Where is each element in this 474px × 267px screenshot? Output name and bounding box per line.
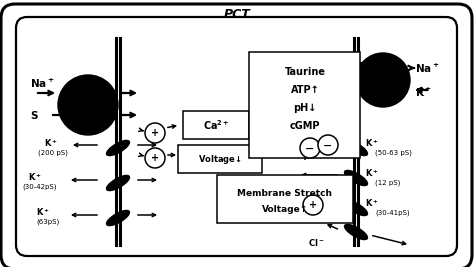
Ellipse shape: [107, 175, 129, 191]
Text: pH↓: pH↓: [293, 103, 317, 113]
Text: $\mathbf{K^+}$: $\mathbf{K^+}$: [365, 137, 379, 149]
Text: $\mathbf{Voltage}$↓: $\mathbf{Voltage}$↓: [198, 152, 242, 166]
Text: $\mathbf{K^+}$: $\mathbf{K^+}$: [365, 167, 379, 179]
Text: $\mathbf{Ca^{2+}}$: $\mathbf{Ca^{2+}}$: [202, 118, 229, 132]
Circle shape: [58, 75, 118, 135]
Circle shape: [145, 123, 165, 143]
Text: $\mathbf{K^+}$: $\mathbf{K^+}$: [28, 171, 42, 183]
Text: $\mathbf{K^+}$: $\mathbf{K^+}$: [36, 206, 50, 218]
Text: ATP↑: ATP↑: [291, 85, 319, 95]
Text: (63pS): (63pS): [36, 219, 59, 225]
Text: cGMP: cGMP: [290, 121, 320, 131]
FancyBboxPatch shape: [16, 17, 457, 256]
FancyBboxPatch shape: [183, 111, 249, 139]
Text: +: +: [309, 200, 317, 210]
Text: Voltage↑: Voltage↑: [262, 205, 308, 214]
Text: $\mathbf{Na^+}$: $\mathbf{Na^+}$: [415, 61, 439, 74]
FancyBboxPatch shape: [217, 175, 353, 223]
Text: (200 pS): (200 pS): [38, 150, 68, 156]
Circle shape: [300, 138, 320, 158]
Ellipse shape: [345, 201, 367, 215]
FancyBboxPatch shape: [1, 4, 472, 267]
Ellipse shape: [107, 210, 129, 226]
Text: −: −: [323, 141, 333, 151]
Ellipse shape: [345, 170, 367, 186]
Text: $\mathbf{K^+}$: $\mathbf{K^+}$: [365, 197, 379, 209]
Text: PCT: PCT: [224, 8, 250, 21]
Text: +: +: [151, 153, 159, 163]
Text: $\mathbf{S}$: $\mathbf{S}$: [29, 109, 38, 121]
Text: −: −: [305, 144, 315, 154]
Text: Membrane Stretch: Membrane Stretch: [237, 189, 332, 198]
Text: Taurine: Taurine: [284, 67, 326, 77]
Ellipse shape: [345, 140, 367, 156]
Text: (12 pS): (12 pS): [375, 180, 401, 186]
Circle shape: [303, 195, 323, 215]
Text: $\mathbf{K^+}$: $\mathbf{K^+}$: [415, 85, 432, 99]
Circle shape: [356, 53, 410, 107]
Text: $\mathbf{Cl^-}$: $\mathbf{Cl^-}$: [308, 237, 325, 248]
Ellipse shape: [345, 225, 367, 239]
Ellipse shape: [107, 140, 129, 156]
Text: (30-41pS): (30-41pS): [375, 210, 410, 216]
FancyBboxPatch shape: [178, 145, 262, 173]
Circle shape: [145, 148, 165, 168]
Text: $\mathbf{Na^+}$: $\mathbf{Na^+}$: [30, 76, 55, 89]
Text: +: +: [151, 128, 159, 138]
Text: (30-42pS): (30-42pS): [22, 184, 56, 190]
FancyBboxPatch shape: [249, 52, 360, 158]
Text: (50-63 pS): (50-63 pS): [375, 150, 412, 156]
Circle shape: [318, 135, 338, 155]
Text: $\mathbf{K^+}$: $\mathbf{K^+}$: [44, 137, 58, 149]
